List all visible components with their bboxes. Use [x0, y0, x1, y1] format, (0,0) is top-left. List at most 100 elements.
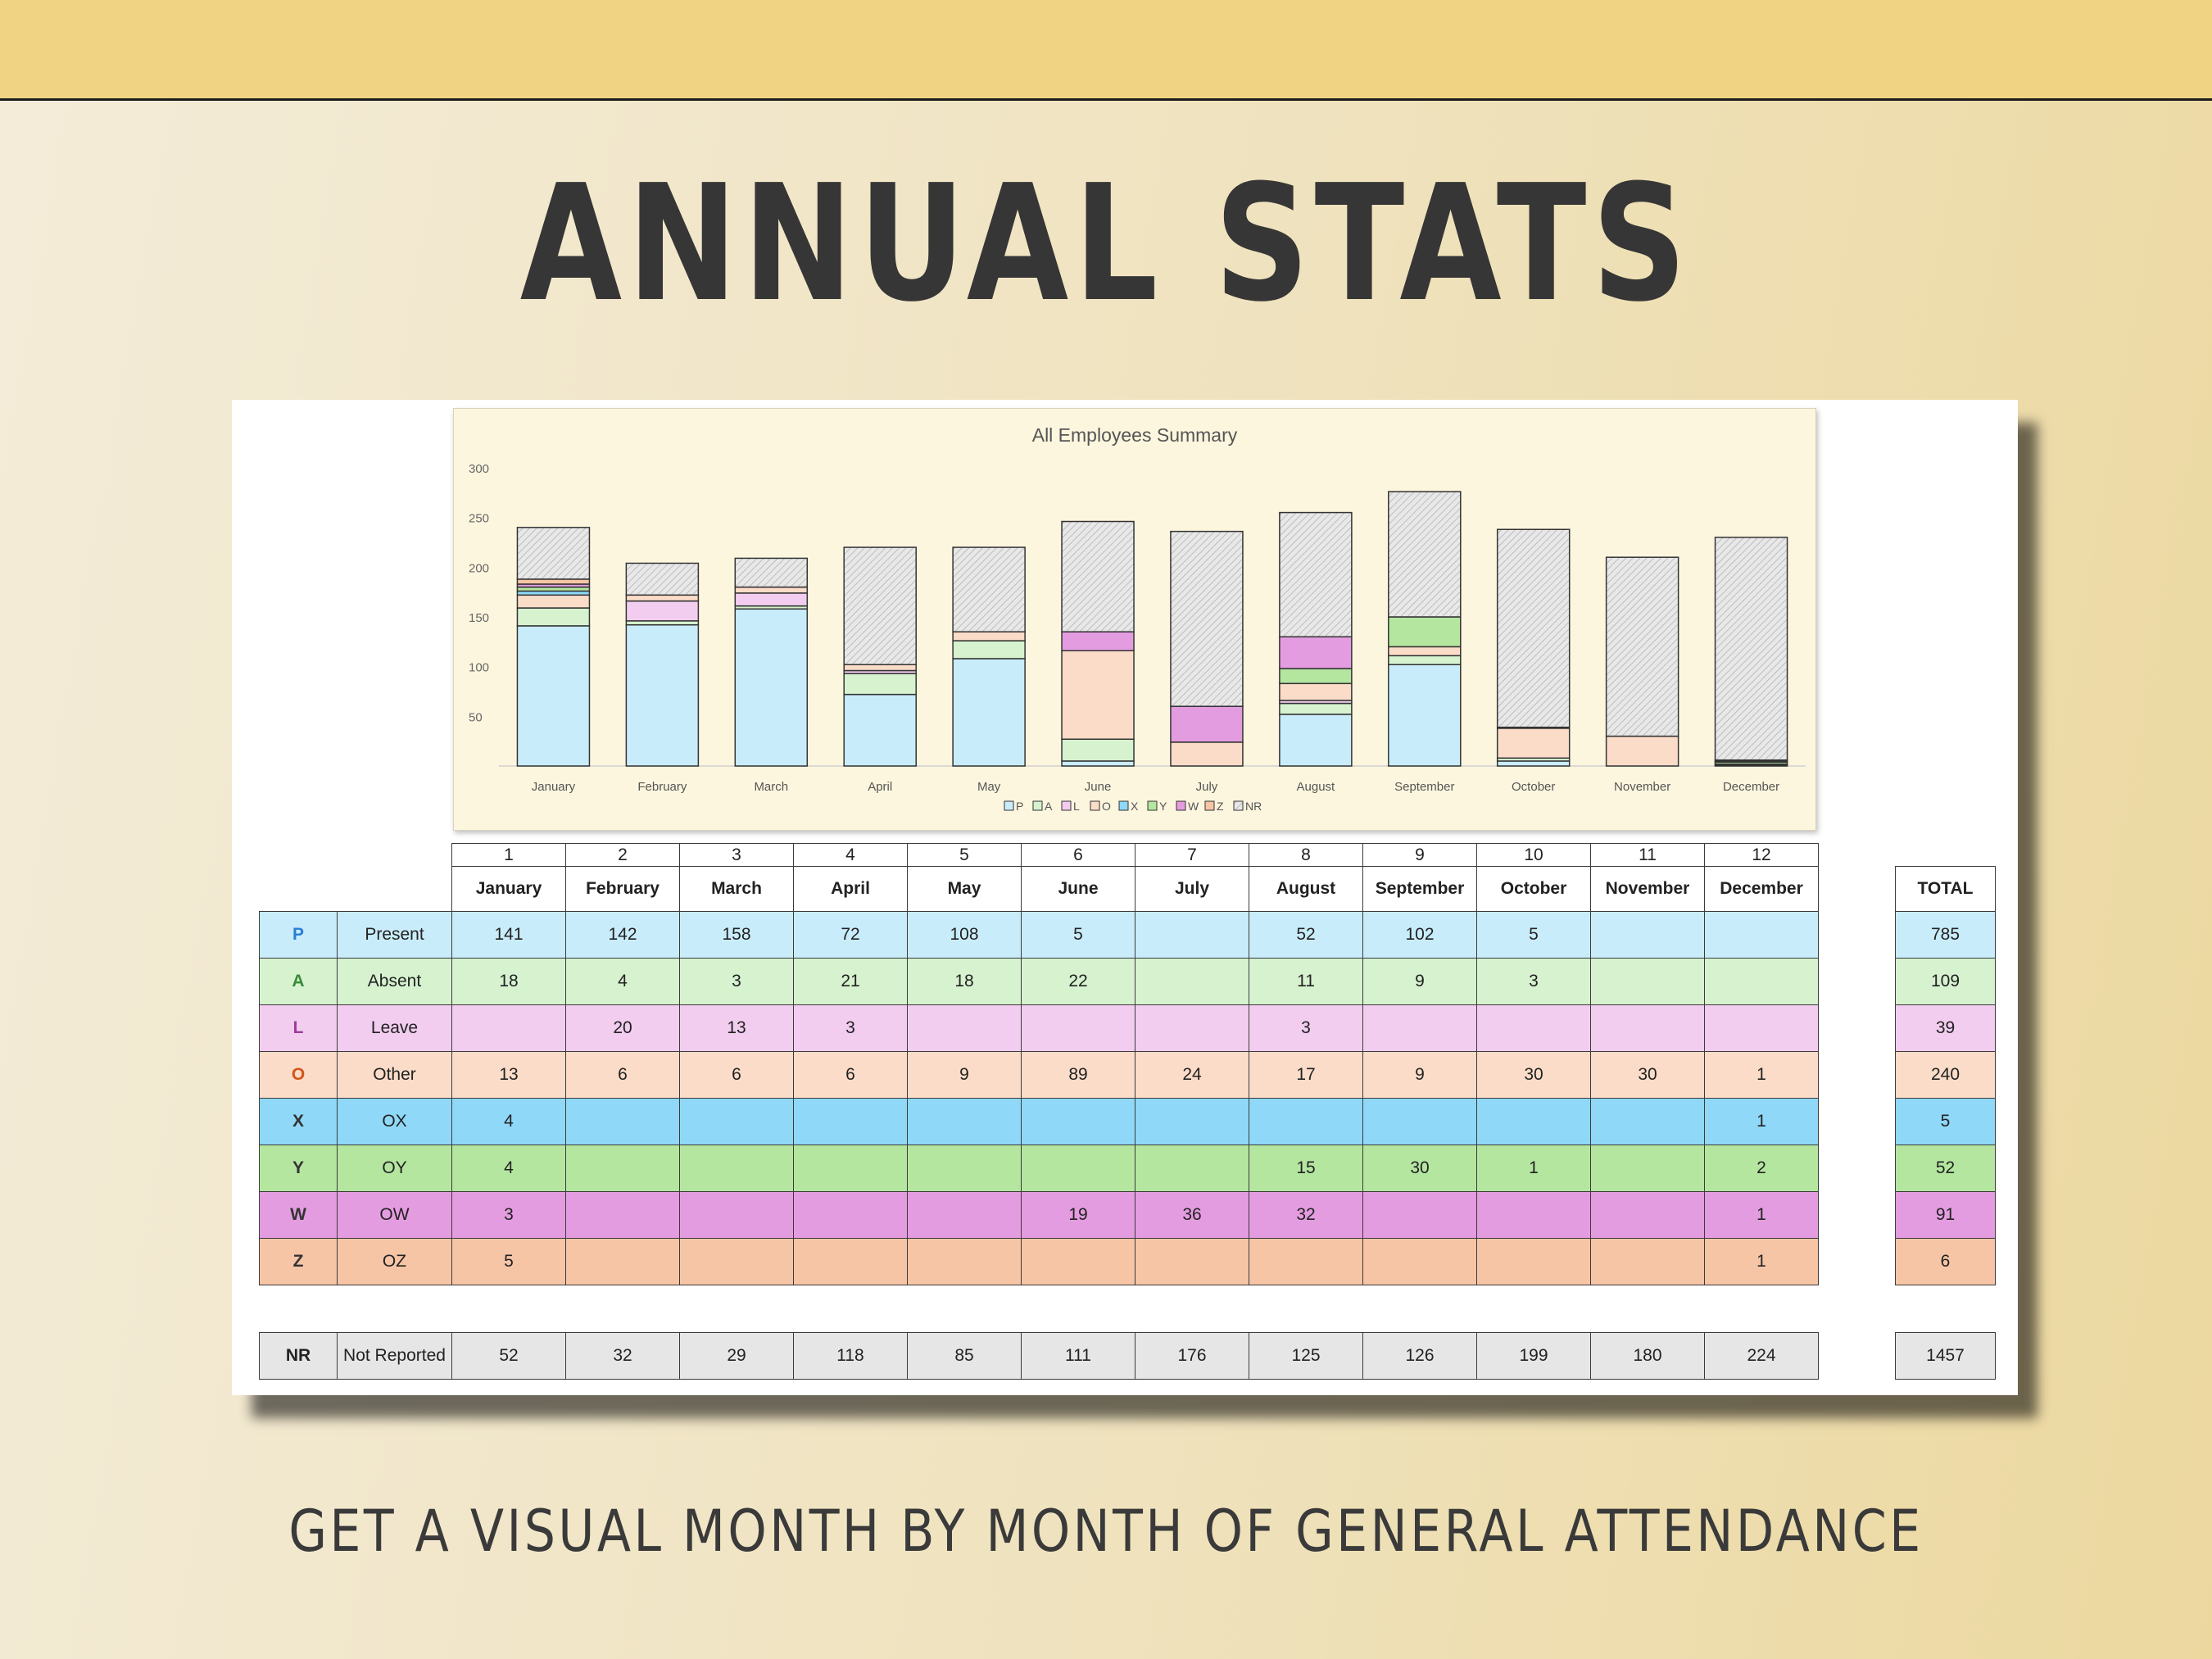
- row-o: O Other 13 6 6 6 9 89 24 17 9 30 30 1 240: [259, 1051, 1996, 1099]
- row-z: Z OZ 5 1 6: [259, 1238, 1996, 1285]
- value-cell: 72: [793, 911, 908, 959]
- legend-label: Y: [1159, 800, 1167, 813]
- legend-swatch-z: [1204, 800, 1215, 811]
- value-cell: [793, 1238, 908, 1285]
- bar-july-o: [1170, 741, 1244, 767]
- value-cell: 17: [1249, 1051, 1363, 1099]
- value-cell: 19: [1021, 1191, 1135, 1239]
- value-cell: [1135, 1098, 1249, 1145]
- value-cell: 1: [1704, 1098, 1819, 1145]
- spacer-cell: [1819, 844, 1896, 867]
- row-label-cell: OY: [337, 1145, 452, 1192]
- legend-label: P: [1016, 800, 1023, 813]
- chart-title: All Employees Summary: [1032, 424, 1238, 446]
- value-cell: 3: [1249, 1004, 1363, 1052]
- value-cell: 32: [1249, 1191, 1363, 1239]
- legend-label: Z: [1217, 800, 1224, 813]
- bar-august-p: [1279, 714, 1353, 767]
- row-not-reported: NR Not Reported 52 32 29 118 85 111 176 125 126 199…: [259, 1332, 1996, 1380]
- month-number-cell: 2: [565, 843, 680, 867]
- bar-march-l: [734, 592, 809, 607]
- page-subtitle: GET A VISUAL MONTH BY MONTH OF GENERAL A…: [288, 1498, 1924, 1565]
- total-cell: 785: [1895, 911, 1996, 959]
- row-code-cell: A: [259, 958, 338, 1005]
- row-code-cell: P: [259, 911, 338, 959]
- x-tick-label: December: [1723, 780, 1779, 794]
- value-cell: [907, 1004, 1022, 1052]
- value-cell: 29: [679, 1332, 794, 1380]
- spacer-cell: [338, 867, 452, 912]
- total-cell: 5: [1895, 1098, 1996, 1145]
- x-tick-label: November: [1614, 780, 1670, 794]
- bar-may-nr: [952, 546, 1026, 632]
- month-header-cell: January: [451, 866, 566, 912]
- y-tick-label: 50: [469, 710, 483, 724]
- total-cell: 39: [1895, 1004, 1996, 1052]
- row-code-cell: NR: [259, 1332, 338, 1380]
- value-cell: 141: [451, 911, 566, 959]
- bar-june-o: [1061, 650, 1135, 740]
- value-cell: 5: [1021, 911, 1135, 959]
- value-cell: 18: [907, 958, 1022, 1005]
- value-cell: 5: [1476, 911, 1591, 959]
- value-cell: [679, 1191, 794, 1239]
- value-cell: 4: [451, 1145, 566, 1192]
- spacer-cell: [1363, 1285, 1477, 1333]
- value-cell: 6: [679, 1051, 794, 1099]
- spacer-cell: [1819, 1192, 1896, 1239]
- value-cell: [565, 1098, 680, 1145]
- spacer-cell: [1819, 1005, 1896, 1052]
- month-header-cell: March: [679, 866, 794, 912]
- x-tick-label: February: [637, 780, 687, 794]
- value-cell: 30: [1590, 1051, 1705, 1099]
- value-cell: [793, 1145, 908, 1192]
- spacer-cell: [1819, 1099, 1896, 1145]
- x-tick-label: July: [1196, 780, 1218, 794]
- spacer-cell: [566, 1285, 680, 1333]
- value-cell: 52: [1249, 911, 1363, 959]
- value-cell: [1135, 958, 1249, 1005]
- spacer-cell: [1135, 1285, 1249, 1333]
- value-cell: 52: [451, 1332, 566, 1380]
- row-y: Y OY 4 15 30 1 2 52: [259, 1145, 1996, 1192]
- value-cell: [1021, 1238, 1135, 1285]
- row-label-cell: OW: [337, 1191, 452, 1239]
- total-cell: 91: [1895, 1191, 1996, 1239]
- row-label-cell: OZ: [337, 1238, 452, 1285]
- spacer-cell: [260, 1285, 338, 1333]
- row-code-cell: Z: [259, 1238, 338, 1285]
- bar-october-p: [1496, 760, 1571, 767]
- bar-august-w: [1279, 636, 1353, 669]
- y-tick-label: 300: [469, 462, 489, 476]
- bar-september-y: [1388, 616, 1462, 648]
- spacer-cell: [1896, 1285, 1996, 1333]
- value-cell: [1135, 1238, 1249, 1285]
- value-cell: [1249, 1238, 1363, 1285]
- value-cell: [907, 1191, 1022, 1239]
- value-cell: 126: [1362, 1332, 1477, 1380]
- bar-january-p: [516, 625, 591, 767]
- bar-june-p: [1061, 760, 1135, 767]
- month-number-cell: 11: [1590, 843, 1705, 867]
- value-cell: 9: [1362, 958, 1477, 1005]
- value-cell: 85: [907, 1332, 1022, 1380]
- spacer-cell: [260, 844, 338, 867]
- total-cell: 6: [1895, 1238, 1996, 1285]
- stacked-bar-chart: All Employees Summary 50 100 150 200 250 300 Ja…: [469, 424, 1806, 813]
- value-cell: 30: [1362, 1145, 1477, 1192]
- value-cell: [793, 1191, 908, 1239]
- spacer-cell: [1819, 1239, 1896, 1285]
- value-cell: [451, 1004, 566, 1052]
- row-label-cell: Present: [337, 911, 452, 959]
- value-cell: [1021, 1098, 1135, 1145]
- spacer-cell: [1022, 1285, 1135, 1333]
- value-cell: 9: [907, 1051, 1022, 1099]
- legend-label: O: [1102, 800, 1111, 813]
- value-cell: 20: [565, 1004, 680, 1052]
- y-tick-label: 100: [469, 661, 489, 675]
- bar-august-y: [1279, 668, 1353, 685]
- spreadsheet-image: All Employees Summary 50 100 150 200 250 300 Ja…: [232, 400, 2018, 1395]
- bar-may-o: [952, 631, 1026, 641]
- spacer-cell: [1477, 1285, 1591, 1333]
- value-cell: 4: [565, 958, 680, 1005]
